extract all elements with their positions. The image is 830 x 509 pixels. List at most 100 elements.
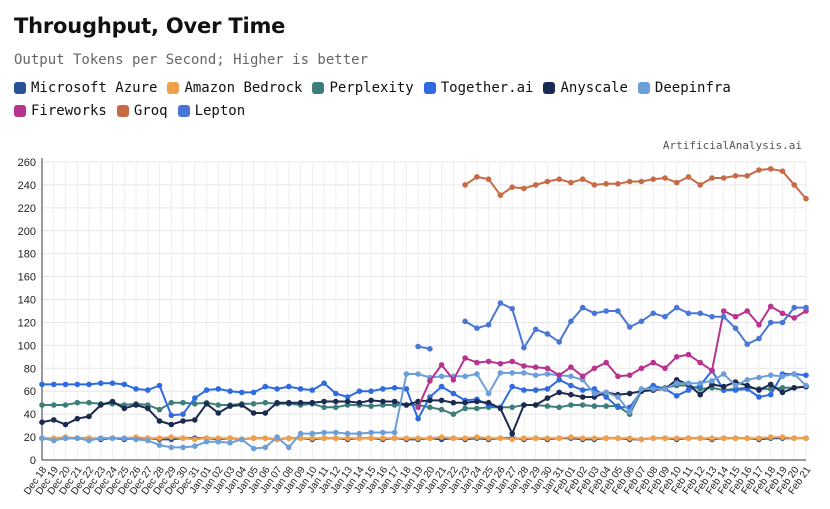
y-tick-label: 220: [18, 203, 36, 215]
data-point-groq: [767, 166, 774, 172]
data-point-deepinfra: [532, 372, 539, 379]
data-point-lepton: [709, 313, 715, 320]
data-point-perplexity: [474, 405, 480, 412]
data-point-amazon-bedrock: [391, 435, 398, 442]
data-point-together-ai: [368, 388, 374, 395]
data-point-groq: [803, 195, 809, 202]
data-point-amazon-bedrock: [309, 435, 316, 442]
data-point-deepinfra: [403, 371, 410, 377]
data-point-anyscale: [344, 398, 351, 405]
data-point-groq: [626, 178, 633, 185]
data-point-together-ai: [579, 387, 586, 393]
data-point-anyscale: [403, 402, 410, 408]
data-point-groq: [603, 181, 609, 187]
data-point-perplexity: [250, 401, 257, 407]
data-point-perplexity: [603, 403, 609, 409]
y-tick-label: 140: [18, 295, 36, 307]
data-point-together-ai: [192, 395, 198, 401]
data-point-anyscale: [145, 405, 151, 412]
data-point-perplexity: [568, 402, 574, 408]
data-point-perplexity: [62, 402, 69, 408]
data-point-together-ai: [262, 383, 269, 390]
legend-item-lepton[interactable]: Lepton: [177, 99, 245, 122]
data-point-together-ai: [344, 394, 351, 400]
data-point-groq: [662, 175, 668, 181]
data-point-groq: [474, 174, 480, 180]
y-tick-label: 0: [30, 455, 36, 467]
data-point-fireworks: [709, 367, 715, 374]
series-line-fireworks: [417, 305, 807, 408]
data-point-groq: [709, 175, 715, 181]
data-point-anyscale: [239, 402, 245, 408]
data-point-together-ai: [309, 387, 316, 393]
data-point-fireworks: [638, 365, 645, 372]
data-point-amazon-bedrock: [474, 434, 480, 440]
data-point-amazon-bedrock: [450, 435, 457, 442]
data-point-deepinfra: [286, 444, 292, 451]
data-point-anyscale: [156, 418, 163, 424]
data-point-groq: [509, 184, 515, 190]
data-point-anyscale: [203, 401, 210, 407]
legend-item-perplexity[interactable]: Perplexity: [312, 76, 414, 99]
data-point-together-ai: [532, 387, 539, 393]
data-point-fireworks: [662, 365, 668, 372]
data-point-amazon-bedrock: [568, 434, 574, 440]
data-point-amazon-bedrock: [697, 435, 703, 442]
data-point-deepinfra: [86, 437, 92, 444]
data-point-anyscale: [391, 398, 398, 405]
data-point-deepinfra: [779, 373, 786, 380]
data-point-deepinfra: [638, 386, 645, 392]
data-point-together-ai: [227, 388, 233, 395]
data-point-together-ai: [62, 381, 69, 388]
data-point-amazon-bedrock: [427, 435, 433, 442]
data-point-deepinfra: [767, 372, 774, 379]
data-point-fireworks: [556, 372, 562, 379]
data-point-fireworks: [791, 315, 797, 321]
data-point-amazon-bedrock: [650, 435, 656, 442]
legend-item-microsoft-azure[interactable]: Microsoft Azure: [14, 76, 157, 99]
data-point-anyscale: [556, 389, 562, 396]
legend-item-groq[interactable]: Groq: [116, 99, 168, 122]
data-point-amazon-bedrock: [662, 435, 668, 442]
data-point-fireworks: [497, 360, 504, 367]
data-point-perplexity: [579, 402, 586, 408]
legend-item-anyscale[interactable]: Anyscale: [543, 76, 628, 99]
data-point-anyscale: [474, 398, 480, 405]
data-point-perplexity: [262, 399, 269, 406]
data-point-deepinfra: [462, 373, 468, 380]
data-point-deepinfra: [133, 436, 139, 443]
legend-item-deepinfra[interactable]: Deepinfra: [637, 76, 731, 99]
data-point-anyscale: [744, 382, 750, 389]
legend-item-together-ai[interactable]: Together.ai: [423, 76, 533, 99]
data-point-deepinfra: [227, 440, 233, 446]
data-point-fireworks: [697, 359, 703, 366]
data-point-groq: [485, 176, 492, 182]
data-point-anyscale: [62, 421, 69, 428]
data-point-together-ai: [356, 388, 363, 395]
legend-item-amazon-bedrock[interactable]: Amazon Bedrock: [167, 76, 302, 99]
legend-item-fireworks[interactable]: Fireworks: [14, 99, 107, 122]
data-point-amazon-bedrock: [368, 435, 374, 442]
data-point-perplexity: [168, 399, 175, 406]
data-point-deepinfra: [250, 445, 257, 452]
data-point-together-ai: [403, 386, 410, 392]
data-point-deepinfra: [685, 380, 692, 387]
data-point-together-ai: [98, 380, 104, 387]
data-point-together-ai: [673, 393, 680, 399]
data-point-amazon-bedrock: [485, 435, 492, 442]
data-point-deepinfra: [98, 435, 104, 442]
data-point-together-ai: [568, 382, 574, 389]
data-point-together-ai: [133, 386, 139, 392]
data-point-lepton: [732, 325, 739, 332]
data-point-lepton: [603, 308, 609, 314]
data-point-perplexity: [544, 403, 551, 409]
data-point-together-ai: [250, 389, 257, 396]
data-point-together-ai: [333, 390, 339, 397]
data-point-together-ai: [615, 404, 621, 411]
data-point-perplexity: [86, 399, 92, 406]
data-point-amazon-bedrock: [344, 435, 351, 442]
data-point-anyscale: [74, 415, 81, 422]
data-point-anyscale: [168, 421, 175, 428]
data-point-amazon-bedrock: [603, 435, 609, 442]
data-point-deepinfra: [744, 377, 750, 383]
